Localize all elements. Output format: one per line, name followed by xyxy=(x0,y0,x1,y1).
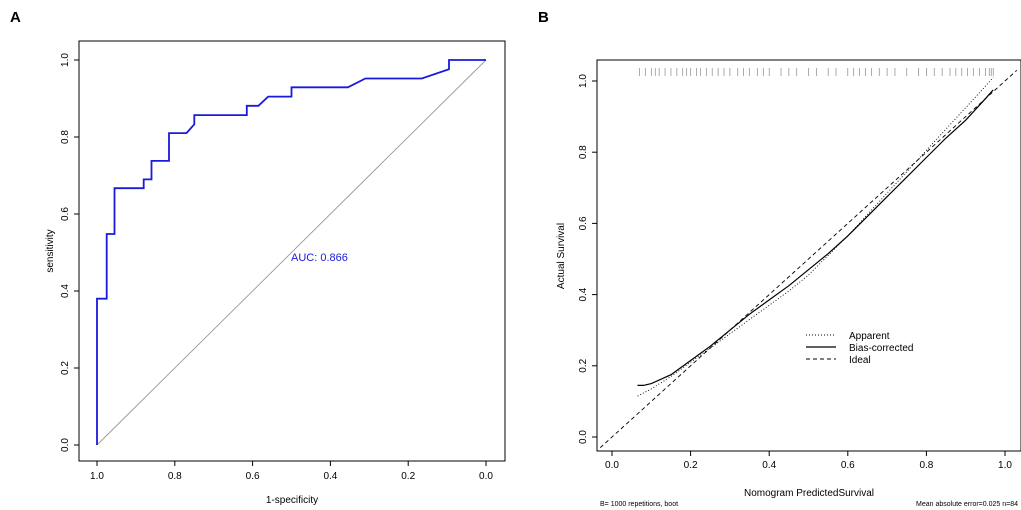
y-tick-label: 0.2 xyxy=(60,361,71,375)
x-tick-label: 0.6 xyxy=(246,471,260,482)
panel-b-y-axis-title: Actual Survival xyxy=(556,223,567,289)
y-tick-label: 0.6 xyxy=(578,216,589,230)
reference-diagonal-line xyxy=(96,59,487,446)
y-tick-label: 0.4 xyxy=(60,284,71,298)
x-tick-label: 1.0 xyxy=(90,471,104,482)
auc-annotation: AUC: 0.866 xyxy=(291,252,348,264)
legend-apparent-label: Apparent xyxy=(849,331,890,342)
y-tick-label: 0.0 xyxy=(60,438,71,452)
bias-corrected-curve xyxy=(637,89,994,386)
panel-a-x-axis-title: 1-specificity xyxy=(266,495,318,506)
footnote-mean-absolute-error: Mean absolute error=0.025 n=84 xyxy=(916,501,1018,508)
y-tick-label: 0.4 xyxy=(578,287,589,301)
apparent-curve xyxy=(637,77,994,397)
panel-a-plot-frame xyxy=(78,40,506,462)
panel-a: A 1.0 0.8 0.6 0.4 0.2 0.0 0.00.20.40.60.81.0 … xyxy=(10,9,506,506)
panel-b-x-axis-title: Nomogram PredictedSurvival xyxy=(744,488,874,499)
panel-a-y-axis-title: sensitivity xyxy=(45,229,56,272)
footnote-repetitions: B= 1000 repetitions, boot xyxy=(600,501,678,508)
rug-marks xyxy=(639,68,994,76)
panel-b-x-ticks: 0.0 0.2 0.4 0.6 0.8 1.0 xyxy=(605,451,1012,471)
panel-b-plot-frame xyxy=(596,59,1021,452)
x-tick-label: 1.0 xyxy=(998,460,1012,471)
panel-b-y-ticks: 0.0 0.2 0.4 0.6 0.8 1.0 xyxy=(578,74,597,444)
panel-a-x-ticks: 1.0 0.8 0.6 0.4 0.2 0.0 xyxy=(90,461,493,482)
x-tick-label: 0.4 xyxy=(323,471,337,482)
roc-curve xyxy=(96,59,486,445)
y-tick-label: 1.0 xyxy=(60,53,71,67)
x-tick-label: 0.4 xyxy=(762,460,776,471)
panel-b-label: B xyxy=(538,9,549,26)
y-tick-label: 0.0 xyxy=(578,430,589,444)
x-tick-label: 0.2 xyxy=(401,471,415,482)
y-tick-label: 0.6 xyxy=(60,207,71,221)
x-tick-label: 0.6 xyxy=(841,460,855,471)
legend-bias-corrected-label: Bias-corrected xyxy=(849,343,913,354)
y-tick-label: 0.8 xyxy=(578,145,589,159)
panel-a-y-ticks: 0.0 0.2 0.4 0.6 0.8 1.0 xyxy=(60,53,79,452)
x-tick-label: 0.0 xyxy=(479,471,493,482)
y-tick-label: 1.0 xyxy=(578,74,589,88)
x-tick-label: 0.2 xyxy=(684,460,698,471)
x-tick-label: 0.8 xyxy=(919,460,933,471)
y-tick-label: 0.2 xyxy=(578,358,589,372)
ideal-line xyxy=(599,69,1018,449)
x-tick-label: 0.8 xyxy=(168,471,182,482)
legend-ideal-label: Ideal xyxy=(849,355,871,366)
panel-a-label: A xyxy=(10,9,21,26)
panel-b-legend: Apparent Bias-corrected Ideal xyxy=(806,331,913,366)
x-tick-label: 0.0 xyxy=(605,460,619,471)
panel-b: B 0.0 0.2 0.4 0.6 0.8 1.0 0.00.20.40.60.81.0 … xyxy=(538,9,1021,508)
y-tick-label: 0.8 xyxy=(60,130,71,144)
